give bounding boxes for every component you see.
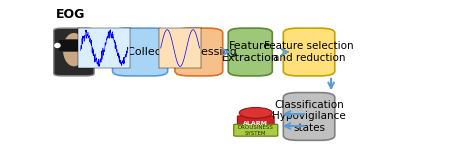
FancyBboxPatch shape: [58, 40, 90, 51]
Text: Feature
Extraction: Feature Extraction: [222, 41, 279, 63]
FancyBboxPatch shape: [54, 28, 94, 76]
FancyBboxPatch shape: [283, 93, 335, 140]
FancyBboxPatch shape: [283, 28, 335, 76]
Ellipse shape: [63, 33, 85, 66]
Text: Preprocessing: Preprocessing: [160, 47, 238, 57]
FancyBboxPatch shape: [175, 28, 223, 76]
FancyBboxPatch shape: [228, 28, 272, 76]
Circle shape: [239, 108, 272, 118]
Text: Feature selection
and reduction: Feature selection and reduction: [264, 41, 354, 63]
Ellipse shape: [87, 43, 94, 48]
FancyBboxPatch shape: [234, 124, 278, 136]
Text: EOG: EOG: [55, 8, 85, 21]
Ellipse shape: [54, 43, 61, 48]
FancyBboxPatch shape: [237, 116, 274, 129]
Text: DROUSINESS
SYSTEM: DROUSINESS SYSTEM: [238, 125, 273, 136]
Text: Data Collection: Data Collection: [98, 47, 182, 57]
FancyBboxPatch shape: [112, 28, 168, 76]
Text: Classification
Hypovigilance
states: Classification Hypovigilance states: [272, 100, 346, 133]
Text: ALARM: ALARM: [243, 121, 268, 126]
